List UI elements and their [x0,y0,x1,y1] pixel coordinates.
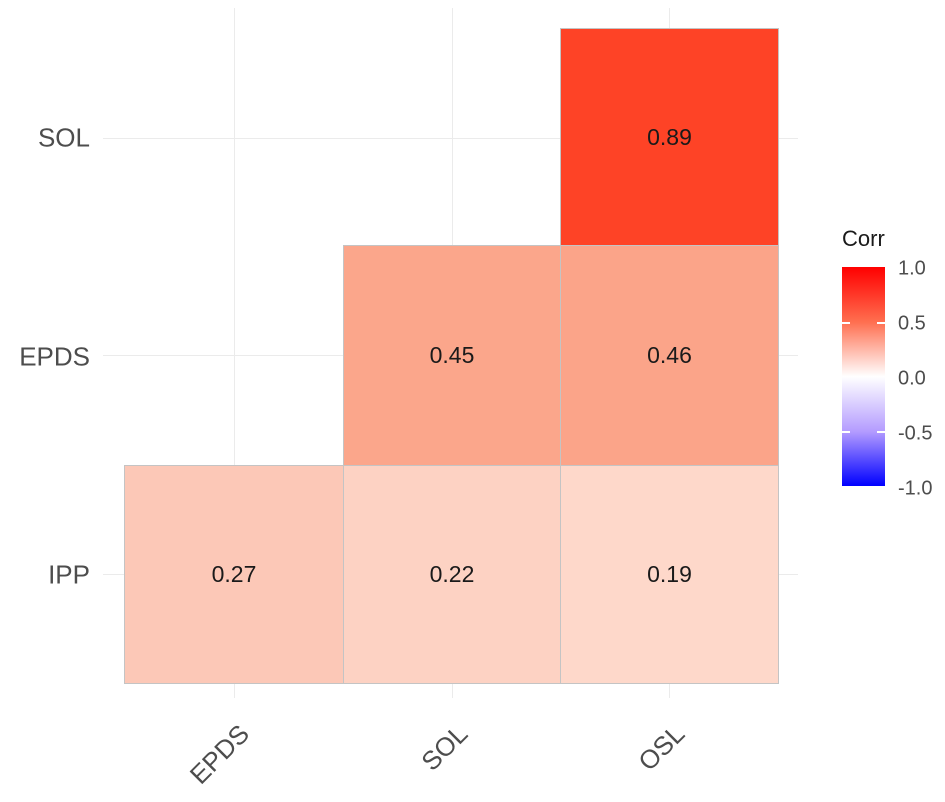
legend-label-neg-1: -1.0 [898,477,933,500]
cell-value: 0.46 [647,342,692,368]
cell-value: 0.27 [211,561,257,587]
x-axis-label-sol: SOL [415,718,474,777]
heatmap-cell-epds-ipp: 0.27 [124,465,344,684]
legend-tick [877,431,885,433]
legend-title: Corr [842,226,885,251]
legend-tick [842,431,850,433]
legend-label-0: 0.0 [898,367,926,390]
cell-value: 0.19 [647,561,692,587]
legend-label-neg-0-5: -0.5 [898,422,933,445]
x-axis-label-osl: OSL [632,718,691,777]
cell-value: 0.45 [429,342,475,368]
heatmap-cell-osl-sol: 0.89 [560,28,779,246]
y-axis-label-ipp: IPP [48,559,90,590]
cell-value: 0.89 [647,123,692,150]
gridline-y-sol [103,138,798,139]
heatmap-cell-osl-epds: 0.46 [560,245,779,466]
legend-label-1: 1.0 [898,257,926,280]
heatmap-cell-osl-ipp: 0.19 [560,465,779,684]
legend-label-0-5: 0.5 [898,312,926,335]
gridline-x-epds [234,8,235,698]
y-axis-label-epds: EPDS [19,341,90,372]
legend-tick [842,322,850,324]
heatmap-cell-sol-ipp: 0.22 [343,465,561,684]
legend-tick [877,322,885,324]
cell-value: 0.22 [429,561,475,587]
legend-colorbar [842,267,885,486]
heatmap-cell-sol-epds: 0.45 [343,245,561,466]
y-axis-label-sol: SOL [37,122,90,153]
x-axis-label-epds: EPDS [183,718,256,790]
